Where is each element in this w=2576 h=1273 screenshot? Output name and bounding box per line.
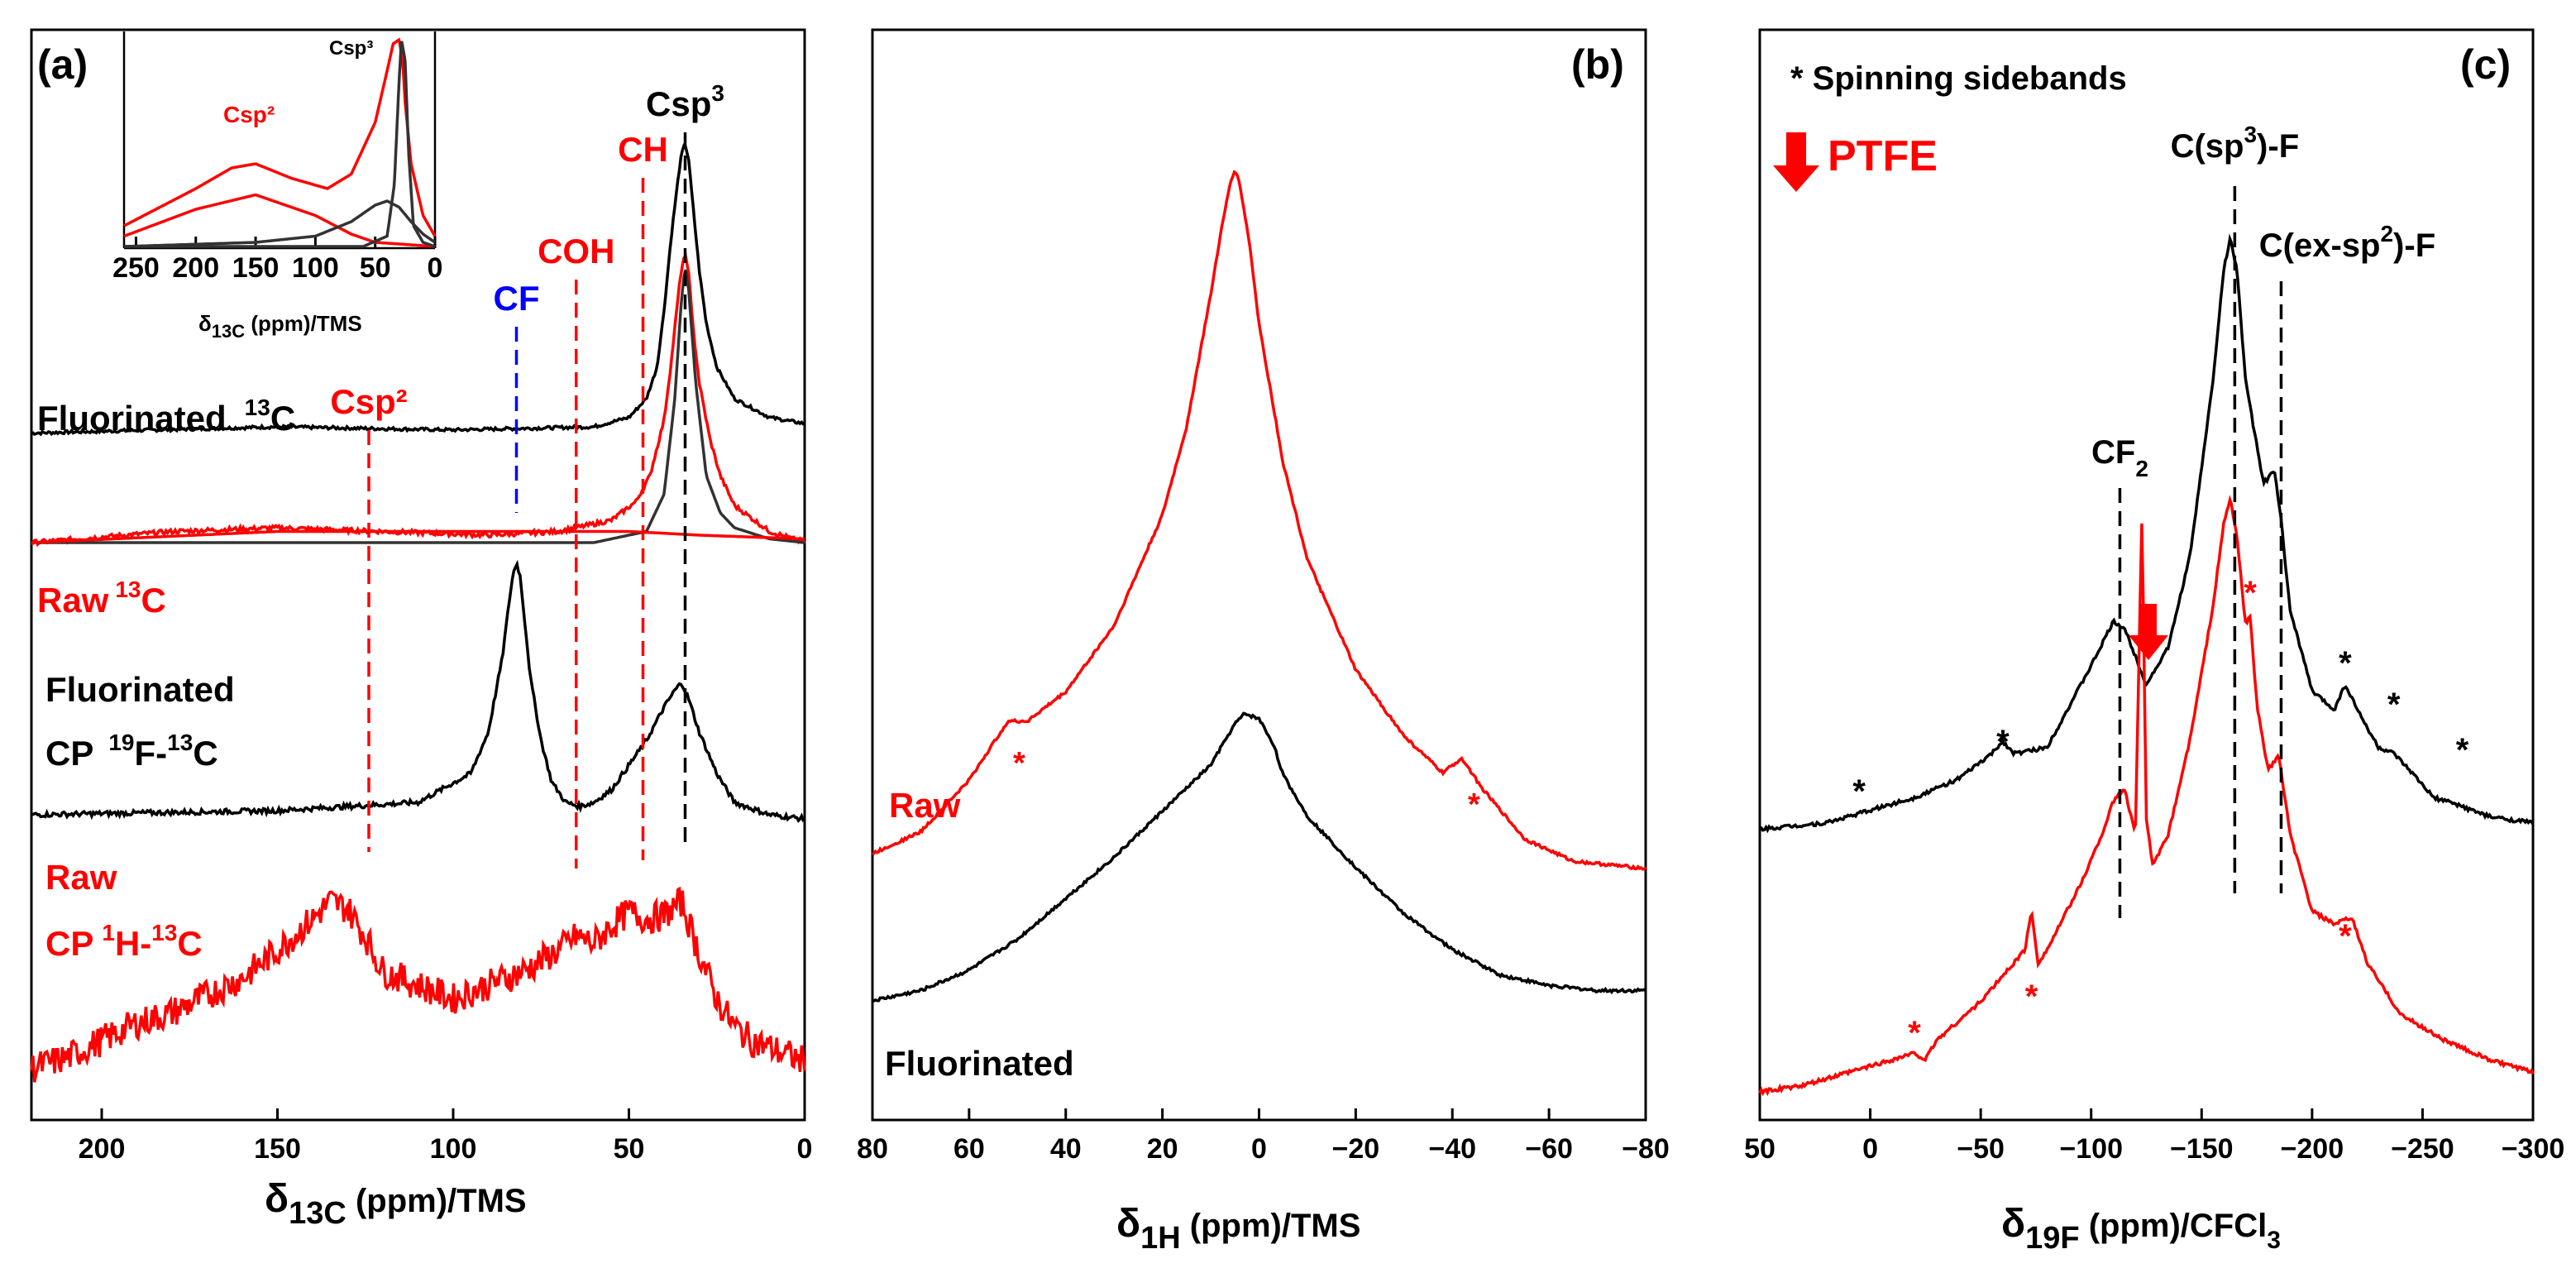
- panel-c-curves: [1758, 233, 2535, 1097]
- panel-c-sideband-star-5: *: [1908, 1015, 1921, 1051]
- panel-a-fit-csp3: [31, 269, 805, 544]
- panel-a-tick-label-4: 0: [797, 1133, 813, 1165]
- ptfe-arrow-legend-icon: [1773, 132, 1819, 192]
- panel-b-tick-label-2: 40: [1050, 1133, 1082, 1165]
- inset-label-csp2: Csp²: [223, 102, 275, 127]
- inset-tick-label-5: 0: [428, 252, 443, 284]
- panel-c-tick-label-6: −250: [2391, 1133, 2454, 1165]
- panel-a-curves: [30, 143, 806, 1083]
- panel-b-series-raw: [871, 170, 1647, 871]
- panel-c-tick-label-1: 0: [1862, 1133, 1878, 1165]
- panel-a-fit-csp2: [31, 529, 805, 544]
- inset-tick-label-2: 150: [232, 252, 280, 284]
- panel-a-x-ticks: 200 150 100 50 0: [79, 1108, 813, 1165]
- panel-c-tick-label-2: −50: [1957, 1133, 2005, 1165]
- panel-c-sideband-star-6: *: [2025, 979, 2038, 1015]
- legend-spinning-sidebands: * Spinning sidebands: [1790, 60, 2127, 97]
- label-raw-cp: Raw: [45, 858, 117, 897]
- inset-fit-narrow: [124, 41, 436, 248]
- label-cp-1h-13c: CP 1H-13C: [45, 920, 203, 963]
- panel-b-tick-label-8: −80: [1622, 1133, 1670, 1165]
- panel-b-tick-label-3: 20: [1147, 1133, 1178, 1165]
- panel-b-curves: [871, 170, 1647, 1003]
- label-fluorinated-13c: Fluorinated 13C: [37, 395, 295, 438]
- panel-b-tick-label-0: 80: [857, 1133, 888, 1165]
- label-fluorinated-b: Fluorinated: [885, 1044, 1074, 1083]
- panel-b-tick-label-5: −20: [1332, 1133, 1380, 1165]
- panel-a-tick-label-3: 50: [614, 1133, 645, 1165]
- label-cp-19f-13c: CP 19F-13C: [45, 730, 218, 773]
- inset-label-csp3: Csp³: [329, 37, 373, 60]
- panel-c-tick-label-3: −100: [2059, 1133, 2123, 1165]
- panel-a-marker-label-1: CF: [494, 279, 540, 318]
- panel-c-label: (c): [2460, 41, 2511, 88]
- sideband-star-b-1: *: [1013, 746, 1025, 781]
- panel-c-sideband-star-0: *: [1852, 773, 1866, 810]
- panel-c-sideband-star-7: *: [2244, 575, 2257, 611]
- panel-b-tick-label-6: −40: [1428, 1133, 1476, 1165]
- panel-b-x-axis-title: δ1H (ppm)/TMS: [1116, 1202, 1360, 1256]
- panel-b-tick-label-7: −60: [1525, 1133, 1573, 1165]
- inset-tick-label-1: 200: [172, 252, 219, 284]
- inset-fit-mid: [124, 199, 436, 248]
- panel-b: 80 60 40 20 0 −20 −40 −60 −80 (b) Raw Fluorinate…: [857, 28, 1670, 1256]
- panel-c-marker-label-2: C(ex-sp2)-F: [2259, 221, 2435, 264]
- panel-a-marker-label-4: Csp3: [646, 80, 724, 123]
- panel-c-marker-label-1: C(sp3)-F: [2171, 122, 2300, 165]
- inset-x-axis-title: δ13C (ppm)/TMS: [198, 311, 362, 342]
- panel-a-series-1: [31, 251, 806, 548]
- panel-c-x-ticks: 50 0 −50 −100 −150 −200 −250 −300: [1744, 1108, 2564, 1165]
- panel-c: 50 0 −50 −100 −150 −200 −250 −300 CF2 C(sp3)-F C(…: [1744, 28, 2564, 1256]
- sideband-star-b-2: *: [1468, 787, 1480, 822]
- panel-c-tick-label-0: 50: [1744, 1133, 1775, 1165]
- panel-c-sideband-stars: * * * * * * * * *: [1852, 575, 2468, 1051]
- panel-a-frame: [30, 28, 806, 1122]
- panel-a: 200 150 100 50 0 Csp² CF COH CH Csp3 (a) Fluorin…: [30, 28, 813, 1231]
- inset-fit-wide: [123, 193, 436, 248]
- panel-c-sideband-star-4: *: [2456, 732, 2469, 768]
- panel-a-markers: Csp² CF COH CH Csp3: [330, 80, 724, 869]
- panel-c-sideband-star-1: *: [1996, 724, 2010, 760]
- inset-raw-curve: [123, 37, 437, 237]
- panel-a-tick-label-2: 100: [430, 1133, 477, 1165]
- label-raw-b: Raw: [889, 786, 961, 825]
- panel-c-markers: CF2 C(sp3)-F C(ex-sp2)-F: [2091, 122, 2435, 918]
- inset-tick-label-3: 100: [292, 252, 339, 284]
- panel-c-tick-label-5: −200: [2281, 1133, 2344, 1165]
- inset-tick-label-4: 50: [360, 252, 391, 284]
- panel-a-series-3: [30, 886, 806, 1083]
- panel-c-sideband-star-8: *: [2339, 918, 2352, 955]
- legend-ptfe: PTFE: [1828, 132, 1938, 180]
- panel-a-marker-label-2: COH: [538, 232, 614, 270]
- panel-a-series-0: [31, 143, 805, 437]
- panel-c-sideband-star-3: *: [2387, 687, 2401, 723]
- panel-a-inset: 250 200 150 100 50 0 Csp² Csp³ δ13C (ppm)/TMS: [112, 31, 442, 342]
- panel-a-tick-label-1: 150: [254, 1133, 301, 1165]
- panel-c-tick-label-4: −150: [2170, 1133, 2234, 1165]
- panel-a-x-axis-title: δ13C (ppm)/TMS: [265, 1177, 527, 1231]
- panel-b-label: (b): [1571, 41, 1624, 88]
- panel-a-tick-label-0: 200: [79, 1133, 126, 1165]
- panel-c-x-axis-title: δ19F (ppm)/CFCl3: [2001, 1202, 2281, 1256]
- panel-c-frame: [1758, 28, 2535, 1122]
- panel-b-x-ticks: 80 60 40 20 0 −20 −40 −60 −80: [857, 1108, 1670, 1165]
- panel-a-series-2: [31, 559, 805, 823]
- label-raw-13c: Raw 13C: [37, 577, 166, 620]
- ptfe-arrow-icon: [2129, 604, 2168, 660]
- panel-b-tick-label-4: 0: [1251, 1133, 1267, 1165]
- label-fluorinated-cp: Fluorinated: [45, 670, 235, 709]
- panel-a-marker-label-0: Csp²: [330, 382, 407, 421]
- panel-b-series-fluorinated: [871, 711, 1646, 1003]
- panel-c-marker-label-0: CF2: [2091, 434, 2148, 481]
- inset-tick-label-0: 250: [112, 252, 160, 284]
- panel-c-series-fluorinated: [1759, 233, 2535, 834]
- panel-b-tick-label-1: 60: [953, 1133, 985, 1165]
- panel-a-label: (a): [37, 41, 88, 88]
- panel-a-marker-label-3: CH: [618, 130, 668, 169]
- panel-c-tick-label-7: −300: [2502, 1133, 2565, 1165]
- panel-c-series-raw: [1758, 495, 2535, 1097]
- panel-c-sideband-star-2: *: [2339, 645, 2352, 682]
- inset-curves: [123, 37, 437, 248]
